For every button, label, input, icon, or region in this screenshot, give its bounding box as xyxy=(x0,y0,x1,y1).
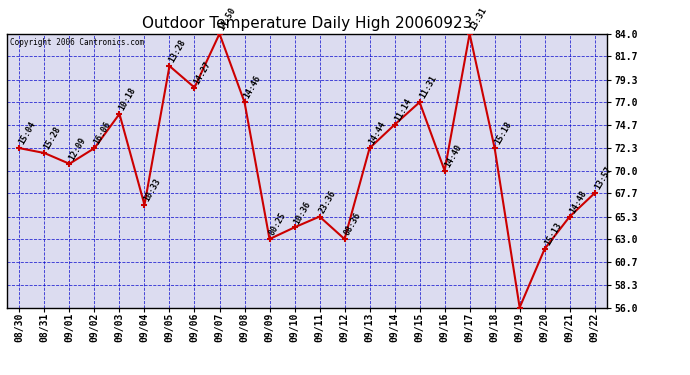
Text: 11:31: 11:31 xyxy=(417,74,438,100)
Text: 15:04: 15:04 xyxy=(17,120,38,146)
Text: 14:48: 14:48 xyxy=(568,189,588,215)
Text: 10:33: 10:33 xyxy=(143,177,163,203)
Text: 14:50: 14:50 xyxy=(217,6,238,32)
Text: 10:18: 10:18 xyxy=(117,86,138,112)
Text: Copyright 2006 Cantronics.com: Copyright 2006 Cantronics.com xyxy=(10,38,144,47)
Text: 23:36: 23:36 xyxy=(317,189,338,215)
Text: 13:28: 13:28 xyxy=(168,38,188,64)
Text: 15:18: 15:18 xyxy=(493,120,513,146)
Text: 08:36: 08:36 xyxy=(343,211,363,237)
Text: 13:57: 13:57 xyxy=(593,165,613,191)
Text: 15:28: 15:28 xyxy=(43,125,63,151)
Text: 14:27: 14:27 xyxy=(193,60,213,86)
Text: 14:44: 14:44 xyxy=(368,120,388,146)
Text: 10:36: 10:36 xyxy=(293,200,313,225)
Text: 14:46: 14:46 xyxy=(243,74,263,100)
Text: 15:13: 15:13 xyxy=(543,221,563,247)
Text: 11:14: 11:14 xyxy=(393,97,413,123)
Text: 16:06: 16:06 xyxy=(92,120,113,146)
Text: 12:09: 12:09 xyxy=(68,136,88,162)
Text: 14:40: 14:40 xyxy=(443,143,463,169)
Text: 00:25: 00:25 xyxy=(268,211,288,237)
Text: 13:31: 13:31 xyxy=(468,6,488,32)
Title: Outdoor Temperature Daily High 20060923: Outdoor Temperature Daily High 20060923 xyxy=(142,16,472,31)
